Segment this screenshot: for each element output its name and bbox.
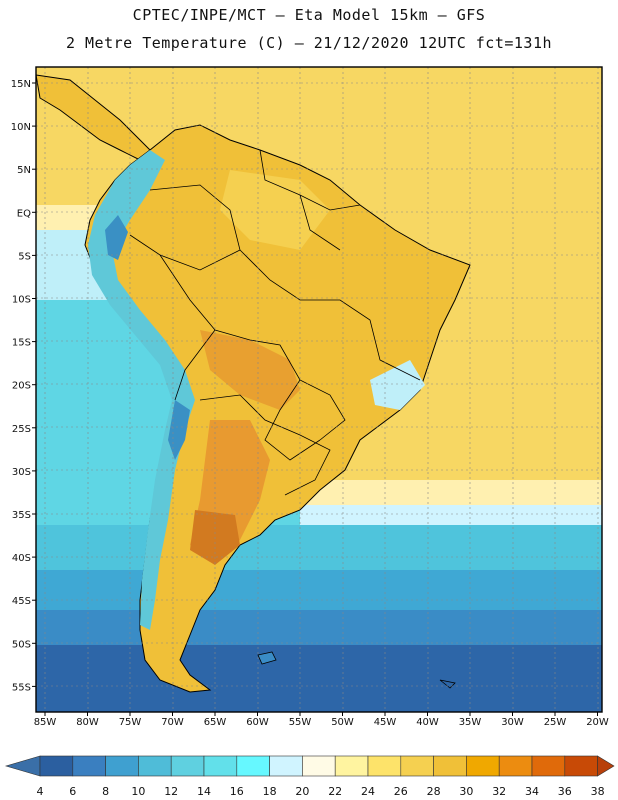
ocean-band-4	[36, 610, 602, 650]
colorbar-swatch	[531, 755, 566, 777]
colorbar-tick-label: 16	[230, 785, 244, 798]
lat-label: 5N	[17, 165, 31, 176]
colorbar-swatch	[302, 755, 336, 777]
highland-cool	[370, 360, 425, 410]
colorbar-tick-label: 6	[69, 785, 76, 798]
colorbar-tick-label: 26	[394, 785, 408, 798]
colorbar-swatch	[138, 755, 172, 777]
map-field	[36, 67, 602, 712]
lon-label: 65W	[204, 717, 227, 728]
colorbar-tick-label: 30	[459, 785, 473, 798]
colorbar-tick-label: 34	[525, 785, 539, 798]
lon-label: 40W	[416, 717, 439, 728]
ocean-band-2	[36, 525, 602, 575]
andes-peak-2	[168, 400, 190, 460]
colorbar-swatch	[170, 755, 205, 777]
lon-label: 85W	[34, 717, 57, 728]
lat-label: 40S	[12, 553, 31, 564]
lon-label: 80W	[76, 717, 99, 728]
colorbar-tick-label: 28	[427, 785, 441, 798]
colorbar-tick-label: 36	[558, 785, 572, 798]
lat-label: 50S	[12, 639, 31, 650]
colorbar-tick-label: 22	[328, 785, 342, 798]
andes-cold	[88, 150, 195, 630]
colorbar-tick-label: 4	[37, 785, 44, 798]
lon-label: 70W	[161, 717, 184, 728]
colorbar-tick-label: 32	[492, 785, 506, 798]
lon-label: 20W	[586, 717, 609, 728]
lon-label: 25W	[544, 717, 567, 728]
colorbar-swatch	[498, 755, 533, 777]
lon-label: 75W	[119, 717, 142, 728]
lat-label: 15S	[12, 338, 31, 349]
colorbar-tick-label: 14	[197, 785, 211, 798]
colorbar-arrow-high	[597, 755, 615, 777]
andes-peak-1	[105, 215, 128, 260]
colorbar-swatch	[466, 755, 500, 777]
ocean-band-3	[36, 570, 602, 615]
colorbar-swatch	[236, 755, 270, 777]
colorbar-tick-label: 24	[361, 785, 375, 798]
lat-label: 20S	[12, 381, 31, 392]
colorbar-swatch	[203, 755, 238, 777]
colorbar-swatch	[367, 755, 402, 777]
colorbar-swatch	[269, 755, 303, 777]
title-line-2: 2 Metre Temperature (C) – 21/12/2020 12U…	[65, 34, 553, 52]
colorbar-tick-label: 12	[164, 785, 178, 798]
lat-label: 35S	[12, 510, 31, 521]
lat-label: 5S	[18, 251, 31, 262]
lat-label: EQ	[17, 208, 31, 219]
colorbar-swatch	[105, 755, 139, 777]
colorbar-swatch	[400, 755, 434, 777]
colorbar-swatch	[433, 755, 467, 777]
falklands	[257, 651, 277, 665]
ocean-band-5	[36, 645, 602, 712]
colorbar-swatch	[334, 755, 369, 777]
colorbar-tick-label: 8	[102, 785, 109, 798]
colorbar: 4 6 8 10 12 14 16 18 20 22 24 26 28 30 32 34 36 38	[4, 755, 615, 798]
lon-label: 35W	[459, 717, 482, 728]
colorbar-tick-label: 18	[263, 785, 277, 798]
lat-label: 55S	[12, 682, 31, 693]
colorbar-swatch	[39, 755, 74, 777]
country-borders	[129, 149, 421, 496]
colorbar-swatch	[564, 755, 598, 777]
colorbar-tick-label: 10	[131, 785, 145, 798]
lon-label: 55W	[289, 717, 312, 728]
map-frame	[35, 66, 603, 713]
lat-label: 10N	[11, 122, 31, 133]
lon-label: 45W	[374, 717, 397, 728]
hot-area-bolivia	[200, 330, 300, 410]
amazon-warm	[220, 170, 330, 250]
latitude-labels: 15N 10N 5N EQ 5S 10S 15S 20S 25S 30S 35S 40S 45S 50S 5…	[11, 79, 31, 693]
title-line-1: CPTEC/INPE/MCT – Eta Model 15km – GFS	[132, 6, 486, 24]
colorbar-swatch	[72, 755, 106, 777]
graticule	[36, 67, 602, 712]
lat-label: 15N	[11, 79, 31, 90]
lat-label: 25S	[12, 424, 31, 435]
longitude-labels: 85W 80W 75W 70W 65W 60W 55W 50W 45W 40W 35W 30W 25W 2…	[34, 717, 609, 728]
lat-label: 10S	[12, 295, 31, 306]
lat-label: 45S	[12, 596, 31, 607]
lon-label: 50W	[331, 717, 354, 728]
colorbar-tick-label: 20	[295, 785, 309, 798]
colorbar-tick-label: 38	[591, 785, 605, 798]
colorbar-arrow-low	[4, 755, 41, 777]
lon-label: 60W	[246, 717, 269, 728]
lat-label: 30S	[12, 467, 31, 478]
lon-label: 30W	[501, 717, 524, 728]
